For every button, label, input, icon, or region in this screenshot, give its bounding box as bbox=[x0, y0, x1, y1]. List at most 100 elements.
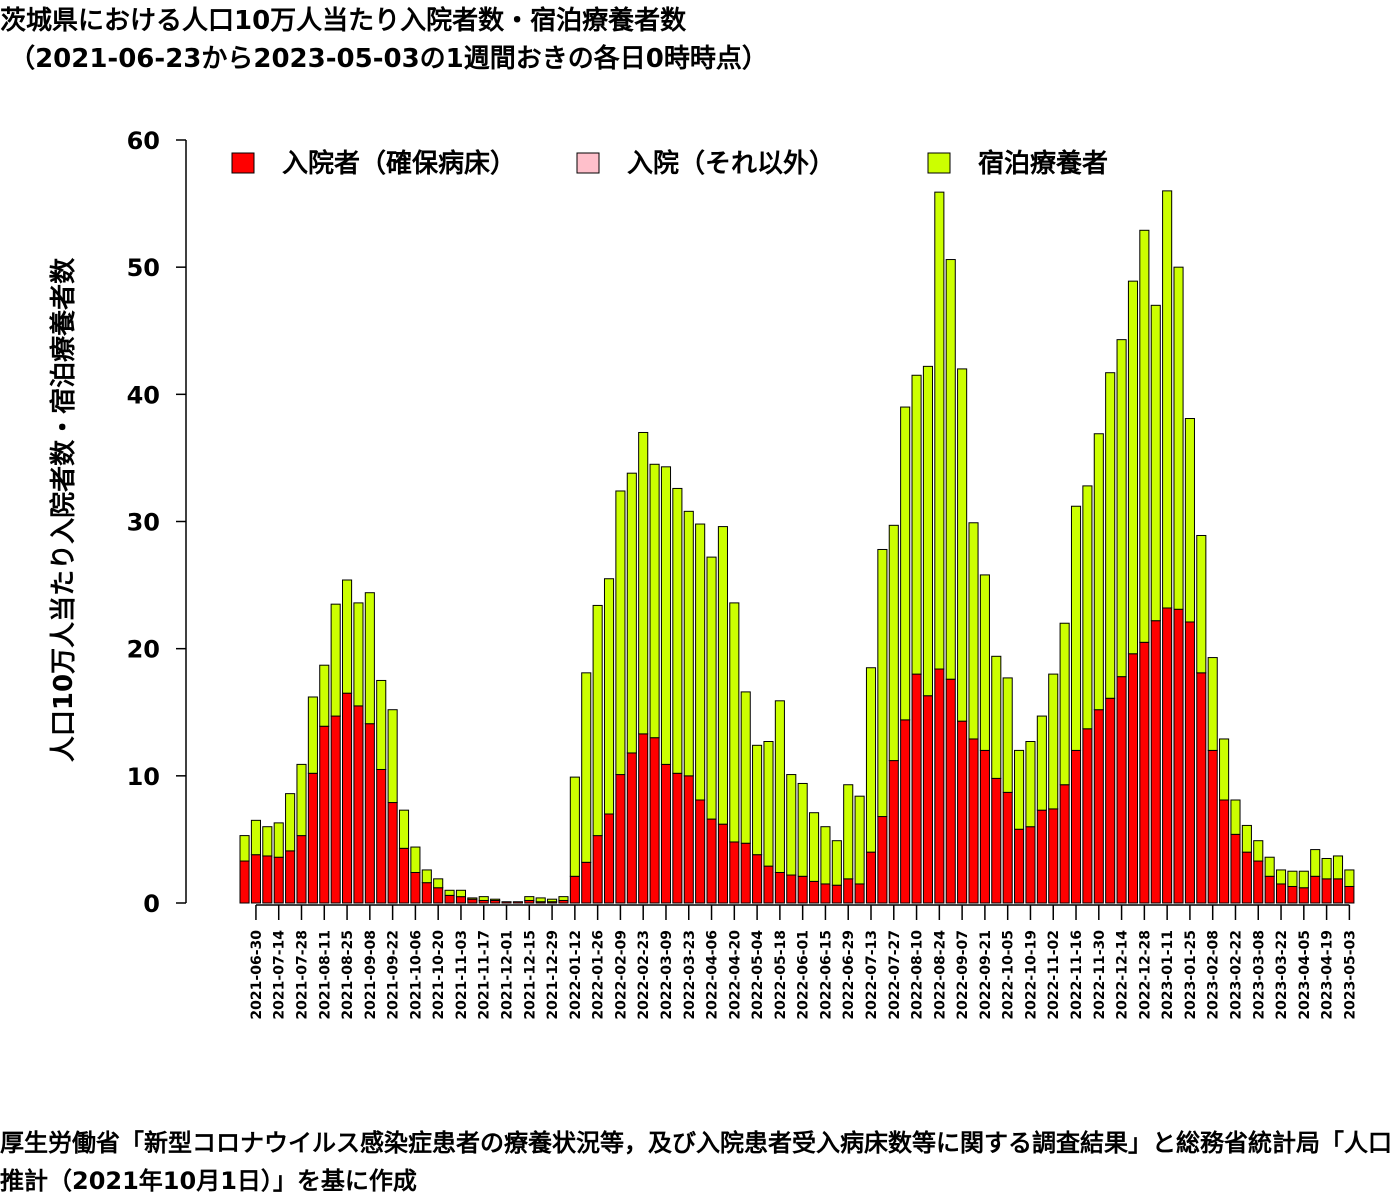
title-line-2: （2021-06-23から2023-05-03の1週間おきの各日0時時点） bbox=[9, 44, 768, 74]
legend-swatch bbox=[576, 152, 600, 174]
bar-segment-3 bbox=[740, 691, 751, 844]
bar-segment-3 bbox=[581, 672, 592, 863]
bar-segment-3 bbox=[786, 774, 797, 876]
bar-segment-1 bbox=[1093, 709, 1104, 904]
x-tick-label: 2022-05-04 bbox=[750, 930, 766, 1020]
bar-segment-1 bbox=[991, 777, 1002, 904]
x-tick-label: 2021-11-03 bbox=[454, 930, 470, 1020]
bar-segment-1 bbox=[1321, 878, 1332, 904]
bar-segment-3 bbox=[695, 523, 706, 801]
bar-segment-1 bbox=[307, 772, 318, 904]
bar-segment-1 bbox=[342, 692, 353, 904]
bar-segment-1 bbox=[376, 768, 387, 904]
bar-segment-1 bbox=[1287, 885, 1298, 904]
x-tick-label: 2021-12-29 bbox=[545, 930, 561, 1020]
bar-segment-1 bbox=[1332, 878, 1344, 904]
bar-segment-1 bbox=[512, 901, 523, 904]
bar-segment-3 bbox=[1162, 190, 1173, 609]
legend: 入院者（確保病床） 入院（それ以外） 宿泊療養者 bbox=[231, 148, 1108, 179]
bar-segment-1 bbox=[387, 802, 398, 904]
bar-segment-1 bbox=[1048, 808, 1059, 904]
bar-segment-3 bbox=[991, 655, 1002, 779]
x-tick-label: 2021-08-25 bbox=[340, 930, 356, 1020]
bar-segment-1 bbox=[1196, 672, 1207, 904]
bar-segment-1 bbox=[683, 775, 694, 904]
bar-segment-3 bbox=[444, 889, 455, 896]
bar-segment-1 bbox=[1264, 875, 1275, 904]
bar-segment-3 bbox=[1139, 229, 1150, 643]
x-tick-label: 2021-10-06 bbox=[408, 930, 424, 1020]
bar-segment-1 bbox=[695, 799, 706, 904]
legend-label: 入院（それ以外） bbox=[627, 148, 835, 179]
bar-segment-1 bbox=[364, 723, 375, 904]
bar-segment-3 bbox=[1002, 677, 1013, 793]
bar-segment-1 bbox=[752, 854, 763, 904]
bar-segment-3 bbox=[1036, 715, 1047, 811]
x-tick-label: 2021-10-20 bbox=[431, 930, 447, 1020]
bar-segment-3 bbox=[934, 191, 945, 670]
bar-segment-1 bbox=[1139, 641, 1150, 904]
bar-segment-1 bbox=[398, 847, 410, 904]
bar-segment-1 bbox=[581, 861, 592, 904]
bar-segment-3 bbox=[1150, 304, 1161, 622]
bar-segment-3 bbox=[763, 741, 774, 867]
x-tick-label: 2022-06-29 bbox=[841, 930, 857, 1020]
x-tick-label: 2022-02-23 bbox=[636, 930, 652, 1020]
bar-segment-1 bbox=[592, 835, 603, 904]
bar-segment-3 bbox=[649, 463, 660, 739]
bar-segment-1 bbox=[615, 774, 626, 904]
x-tick-label: 2022-07-13 bbox=[864, 930, 880, 1020]
bar-segment-1 bbox=[1014, 828, 1025, 904]
x-tick-label: 2022-12-14 bbox=[1115, 930, 1131, 1020]
bar-segment-3 bbox=[1321, 857, 1332, 880]
bar-segment-1 bbox=[410, 871, 421, 904]
bar-segment-1 bbox=[296, 835, 307, 904]
legend-swatch bbox=[927, 152, 951, 174]
bar-segment-3 bbox=[478, 896, 489, 901]
bar-segment-3 bbox=[455, 889, 467, 898]
bar-segment-3 bbox=[1173, 266, 1184, 610]
y-tick-label: 40 bbox=[127, 381, 160, 409]
x-tick-label: 2023-03-08 bbox=[1251, 930, 1267, 1020]
bar-segment-1 bbox=[467, 898, 478, 904]
bars-group bbox=[239, 190, 1355, 904]
bar-segment-3 bbox=[421, 869, 432, 884]
bar-segment-1 bbox=[945, 678, 956, 904]
x-tick-label: 2022-06-01 bbox=[796, 930, 812, 1020]
bar-segment-3 bbox=[797, 782, 808, 877]
bar-segment-1 bbox=[1230, 833, 1241, 904]
bar-segment-1 bbox=[1184, 621, 1195, 904]
x-tick-label: 2021-12-01 bbox=[500, 930, 516, 1020]
bar-segment-1 bbox=[922, 695, 934, 904]
bar-segment-1 bbox=[740, 842, 751, 904]
bar-segment-3 bbox=[683, 510, 694, 777]
bar-segment-3 bbox=[626, 472, 637, 754]
bar-segment-1 bbox=[900, 719, 911, 904]
bar-segment-1 bbox=[1127, 653, 1139, 904]
bar-segment-1 bbox=[911, 673, 922, 904]
bar-segment-3 bbox=[865, 667, 877, 853]
bar-segment-1 bbox=[262, 855, 273, 904]
bar-segment-1 bbox=[1344, 885, 1355, 904]
bar-segment-3 bbox=[922, 365, 934, 697]
x-tick-label: 2023-02-08 bbox=[1206, 930, 1222, 1020]
bar-segment-1 bbox=[854, 883, 865, 904]
bar-segment-1 bbox=[330, 715, 341, 904]
x-tick-label: 2021-06-30 bbox=[249, 930, 265, 1020]
y-tick-label: 30 bbox=[127, 509, 160, 537]
bar-segment-3 bbox=[774, 700, 785, 873]
bar-segment-3 bbox=[752, 744, 763, 856]
bar-segment-1 bbox=[1207, 749, 1218, 904]
y-tick-label: 50 bbox=[127, 254, 160, 282]
bar-segment-3 bbox=[729, 602, 740, 843]
bar-segment-1 bbox=[1059, 784, 1070, 904]
bar-segment-1 bbox=[729, 841, 740, 904]
bar-segment-3 bbox=[387, 709, 398, 804]
x-tick-label: 2022-08-24 bbox=[932, 930, 948, 1020]
bar-segment-3 bbox=[490, 898, 501, 901]
bar-segment-1 bbox=[957, 720, 968, 904]
bar-segment-1 bbox=[319, 725, 330, 904]
bar-segment-3 bbox=[1230, 799, 1241, 835]
bar-segment-1 bbox=[421, 882, 432, 904]
